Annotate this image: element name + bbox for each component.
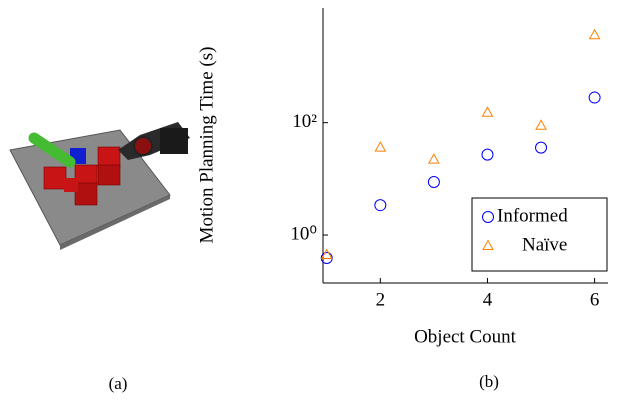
point xyxy=(481,148,494,161)
point xyxy=(374,141,387,152)
legend-label: Informed xyxy=(497,205,568,226)
legend-marker xyxy=(482,239,494,250)
robot-scene xyxy=(9,122,190,250)
legend-marker xyxy=(482,211,494,223)
caption: (b) xyxy=(479,372,499,391)
caption: (a) xyxy=(109,374,128,393)
point xyxy=(427,175,440,188)
y-tick-label: 10² xyxy=(292,111,317,132)
point xyxy=(588,91,601,104)
point xyxy=(588,28,601,40)
point xyxy=(535,141,548,154)
point xyxy=(428,153,440,164)
point xyxy=(374,199,387,212)
x-tick-label: 6 xyxy=(590,289,600,310)
x-axis-label: Object Count xyxy=(414,326,517,347)
legend-box xyxy=(471,197,608,272)
point xyxy=(320,248,333,260)
x-tick-label: 2 xyxy=(376,289,386,310)
y-tick-label: 10⁰ xyxy=(290,223,317,244)
y-axis-label: Motion Planning Time (s) xyxy=(196,47,217,244)
x-tick-label: 4 xyxy=(483,289,493,310)
point xyxy=(320,252,333,265)
point xyxy=(481,106,494,117)
legend-label: Naïve xyxy=(522,234,567,255)
point xyxy=(535,119,547,130)
